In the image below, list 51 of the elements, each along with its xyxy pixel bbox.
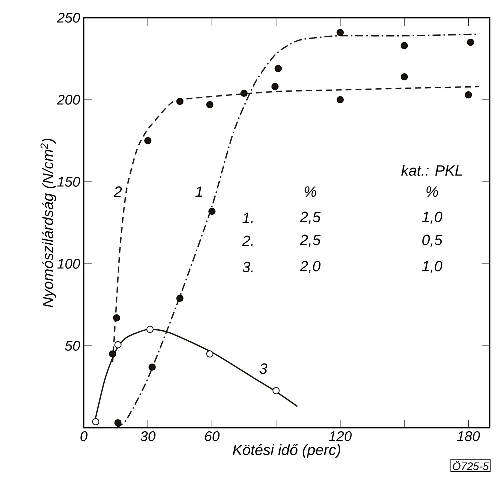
annotation: 2,5	[300, 234, 321, 248]
annotation: 1,0	[422, 261, 443, 274]
annotation: 1.	[242, 212, 253, 224]
annotation: 0,5	[422, 234, 443, 248]
y-axis-title: Nyomószilárdság (N/cm$^{2}$)	[40, 138, 56, 308]
point	[92, 418, 100, 426]
point	[208, 208, 216, 216]
point	[400, 73, 408, 81]
annotation: 2,0	[300, 261, 321, 274]
point	[114, 341, 122, 349]
annotation: 2	[114, 186, 122, 198]
annotation: 3	[260, 364, 268, 374]
x-tick-label: 30	[140, 432, 156, 442]
annotation: 2,5	[300, 212, 321, 224]
x-tick-label: 60	[205, 432, 220, 442]
point	[336, 29, 344, 36]
x-axis-title: Kötési idő (perc)	[233, 444, 340, 458]
point	[144, 137, 152, 145]
point	[272, 83, 279, 90]
annotation: %	[426, 186, 438, 198]
point	[146, 326, 154, 334]
point	[176, 98, 184, 106]
point	[240, 90, 248, 98]
annotation: 2.	[242, 236, 253, 246]
x-tick-label: 0	[80, 432, 88, 442]
y-tick-label: 100	[58, 259, 80, 269]
annotation: %	[304, 186, 317, 198]
annotation: 1	[196, 186, 202, 197]
point	[274, 65, 282, 72]
point	[400, 42, 408, 50]
point	[109, 350, 116, 358]
point	[206, 101, 214, 108]
point	[176, 294, 184, 302]
point	[113, 314, 120, 322]
x-tick-label: 120	[329, 432, 352, 442]
annotation: kat.: PKL	[402, 165, 462, 176]
y-tick-label: 250	[57, 13, 80, 23]
point	[336, 96, 344, 104]
point	[148, 364, 156, 371]
point	[465, 91, 472, 99]
point	[467, 39, 474, 46]
annotation: 3.	[242, 262, 253, 273]
point	[206, 350, 214, 358]
x-tick-label: 180	[457, 432, 480, 442]
y-tick-label: 50	[65, 341, 80, 351]
y-tick-label: 150	[58, 177, 80, 187]
point	[272, 387, 280, 395]
y-tick-label: 200	[57, 95, 80, 105]
text: Ö725-5	[453, 461, 490, 470]
annotation: 1,0	[422, 212, 443, 224]
point	[114, 419, 122, 427]
